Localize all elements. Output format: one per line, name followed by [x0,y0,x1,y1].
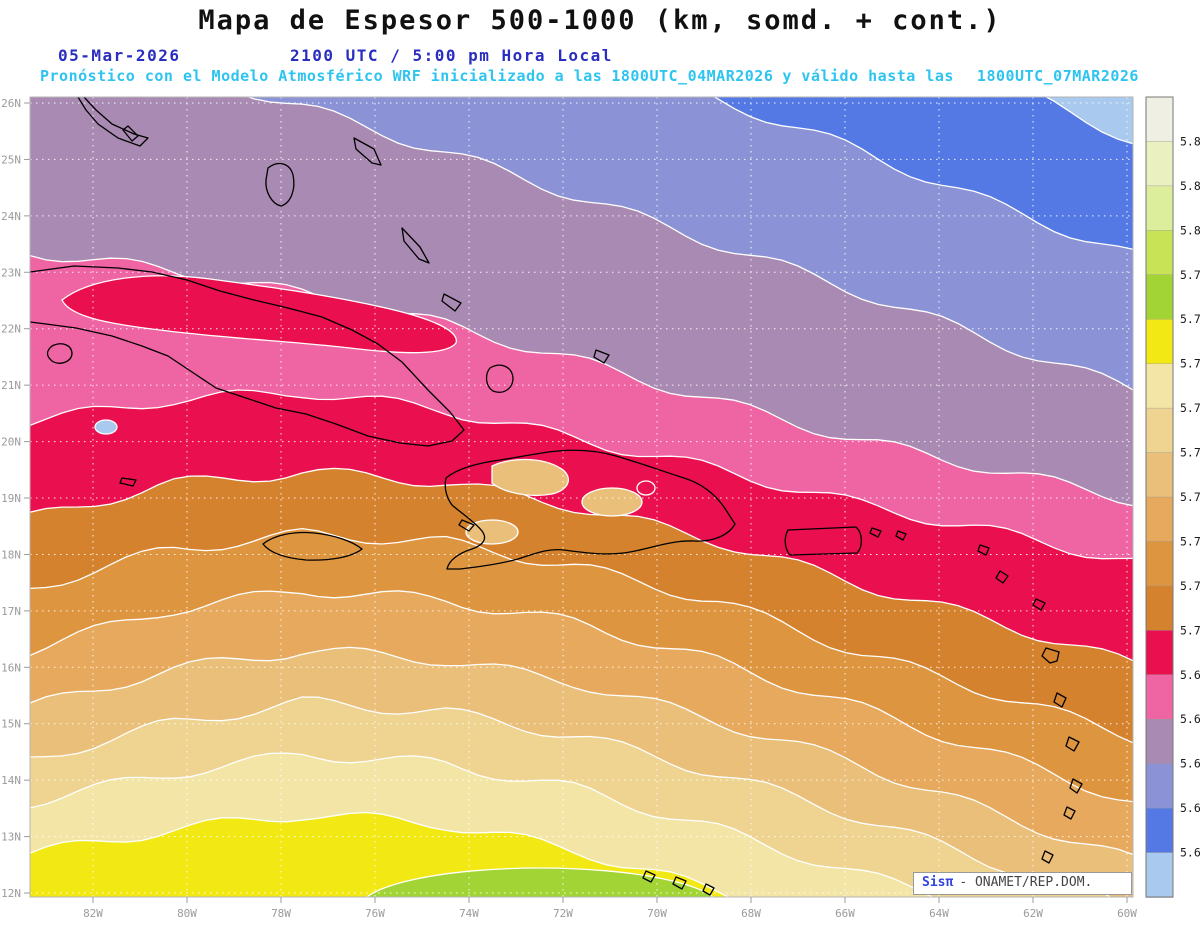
lat-label: 13N [1,831,21,844]
forecast-date: 05-Mar-2026 [58,46,181,65]
colorbar-label: 5.688 [1180,668,1200,682]
watermark-org: - ONAMET/REP.DOM. [959,875,1093,890]
forecast-prefix: Pronóstico con el Modelo Atmosférico WRF… [40,67,603,85]
lat-label: 25N [1,153,21,166]
colorbar-label: 5.807 [1180,223,1200,237]
lon-label: 64W [929,907,949,920]
lon-label: 80W [177,907,197,920]
colorbar-label: 5.76 [1180,401,1200,415]
colorbar-label: 5.772 [1180,357,1200,371]
lon-label: 70W [647,907,667,920]
colorbar-label: 5.831 [1180,134,1200,148]
colorbar-label: 5.712 [1180,579,1200,593]
colorbar-legend: 5.831 5.819 5.807 5.795 5.783 5.772 5.76 5.748 5… [1145,96,1200,898]
hispaniola-tan-2 [581,487,643,517]
lat-label: 17N [1,605,21,618]
lon-label: 78W [271,907,291,920]
colorbar-label: 5.7 [1180,623,1200,637]
init-time: 1800UTC_04MAR2026 [611,67,774,85]
lon-label: 66W [835,907,855,920]
thickness-field [30,97,1133,897]
model-info-line: Pronóstico con el Modelo Atmosférico WRF… [40,67,1148,85]
colorbar-label: 5.819 [1180,179,1200,193]
lon-label: 60W [1117,907,1137,920]
colorbar-label: 5.652 [1180,801,1200,815]
axes: 26N 25N 24N 23N 22N 21N 20N 19N 18N 17N 16N 15N 14N 1… [1,97,1137,920]
colorbar-label: 5.664 [1180,757,1200,771]
colorbar-label: 5.676 [1180,712,1200,726]
lat-label: 19N [1,492,21,505]
hispaniola-red-spot [636,480,656,496]
watermark: Sisπ - ONAMET/REP.DOM. [913,872,1132,895]
lat-label: 14N [1,774,21,787]
colorbar-label: 5.795 [1180,268,1200,282]
south-green-area [365,867,715,897]
lat-label: 16N [1,661,21,674]
lat-label: 18N [1,548,21,561]
colorbar-label: 5.748 [1180,446,1200,460]
map-frame [29,96,1134,898]
latlon-grid [30,97,1133,897]
lon-label: 72W [553,907,573,920]
page-title: Mapa de Espesor 500-1000 (km, somd. + co… [198,5,1002,36]
colorbar-label: 5.64 [1180,846,1200,860]
lon-label: 74W [459,907,479,920]
lat-label: 21N [1,379,21,392]
lat-label: 24N [1,210,21,223]
cold-spot [94,419,118,435]
colorbar-label: 5.724 [1180,534,1200,548]
coastlines [30,97,1083,896]
forecast-mid: y válido hasta las [782,67,954,85]
lat-label: 15N [1,718,21,731]
lat-label: 22N [1,323,21,336]
colorbar-label: 5.783 [1180,312,1200,326]
hispaniola-tan-1 [491,458,570,497]
lon-label: 62W [1023,907,1043,920]
lon-label: 68W [741,907,761,920]
colorbar-label: 5.736 [1180,490,1200,504]
forecast-time: 2100 UTC / 5:00 pm Hora Local [290,46,613,65]
watermark-brand: Sisπ [922,875,954,890]
datetime-line: 05-Mar-2026 2100 UTC / 5:00 pm Hora Loca… [0,46,1200,66]
valid-time: 1800UTC_07MAR2026 [976,67,1139,85]
hispaniola-tan-3 [465,519,519,545]
lat-label: 20N [1,436,21,449]
lon-label: 82W [83,907,103,920]
lat-label: 12N [1,887,21,900]
lon-label: 76W [365,907,385,920]
lat-label: 23N [1,266,21,279]
lat-label: 26N [1,97,21,110]
